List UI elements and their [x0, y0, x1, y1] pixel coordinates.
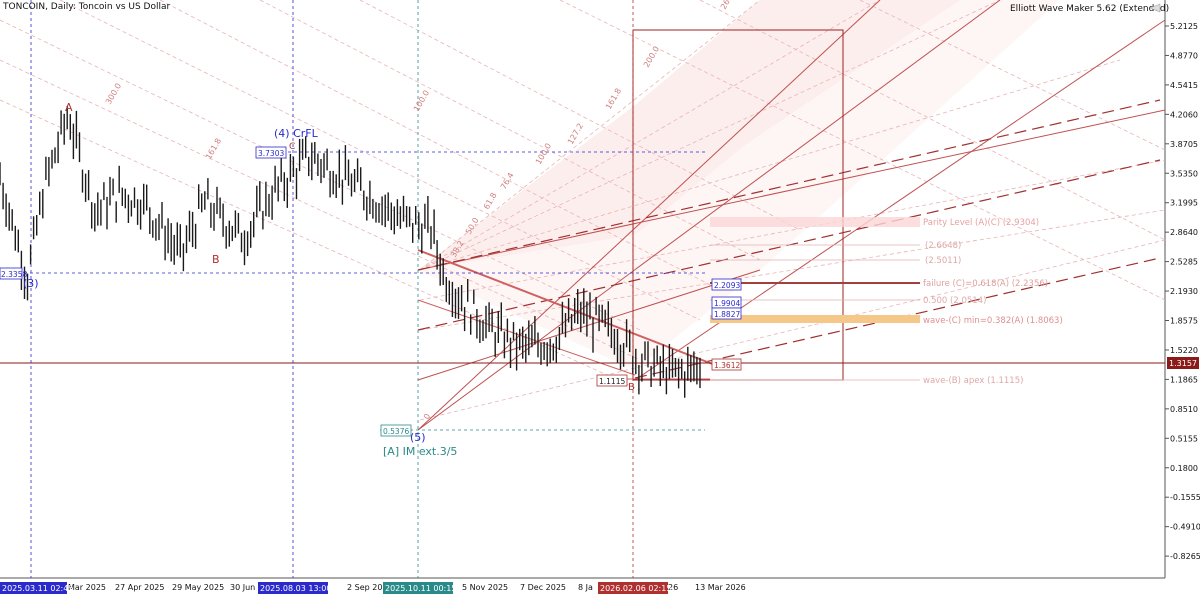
min-band — [710, 315, 920, 323]
svg-text:2.3358: 2.3358 — [1, 270, 27, 279]
level-parity: Parity Level (A)(C) (2.9304) — [923, 218, 1039, 228]
fib-grid — [0, 0, 1166, 421]
wave-label-c: C — [289, 142, 295, 152]
time-label: 8 Ja — [578, 583, 593, 592]
current-price-tag: 1.3157 — [1167, 357, 1199, 369]
price-tick-label: 3.1995 — [1170, 199, 1198, 208]
wave-label-4: (4) CrFL — [274, 127, 319, 140]
fib-label: 0 — [422, 412, 432, 421]
price-tick-label: 0.5155 — [1170, 434, 1198, 443]
level-half: 0.500 (2.0514) — [923, 296, 986, 306]
tag-2-2093: 2.2093 — [711, 278, 742, 291]
time-label: 30 Jun — [230, 583, 255, 592]
price-tick-label: 5.2125 — [1170, 22, 1198, 31]
time-marker-2: 2025.08.03 13:00 — [260, 584, 331, 593]
price-tick-label: 4.2060 — [1170, 110, 1198, 119]
time-label: 5 Nov 2025 — [462, 583, 508, 592]
price-tick-label: 2.5285 — [1170, 258, 1198, 267]
time-label: 29 May 2025 — [172, 583, 224, 592]
price-candles — [0, 106, 701, 398]
channel-fill-upper — [418, 0, 960, 270]
fib-label: 261.8 — [719, 0, 738, 11]
price-tick-label: 1.8575 — [1170, 317, 1198, 326]
wave-label-b: B — [212, 253, 220, 266]
time-label: 27 Apr 2025 — [115, 583, 164, 592]
indicator-hat-icon — [1149, 3, 1161, 13]
tag-1-9904: 1.9904 — [711, 296, 742, 309]
svg-text:0.5376: 0.5376 — [383, 427, 409, 436]
level-apex: wave-(B) apex (1.1115) — [923, 376, 1023, 386]
time-marker-3: 2025.10.11 00:15 — [385, 584, 456, 593]
price-tick-label: 0.8510 — [1170, 405, 1198, 414]
price-tick-label: 4.8770 — [1170, 51, 1198, 60]
wave-label-a-ext: [A] IM ext.3/5 — [383, 445, 457, 458]
time-marker-1: 2025.03.11 02:45 — [2, 584, 73, 593]
svg-text:1.3612: 1.3612 — [714, 361, 740, 370]
wave-label-a: A — [65, 101, 73, 114]
time-label: 7 Dec 2025 — [520, 583, 566, 592]
parity-band — [710, 217, 920, 227]
price-tick-label: 2.8640 — [1170, 228, 1198, 237]
tag-1-3612: 1.3612 — [711, 358, 742, 371]
svg-text:1.1115: 1.1115 — [599, 377, 625, 386]
tag-1-1115: 1.1115 — [596, 374, 628, 387]
time-markers: 2025.03.11 02:45 2025.08.03 13:00 2025.1… — [0, 582, 671, 594]
time-marker-4: 2026.02.06 02:15 — [600, 584, 671, 593]
wave-label-3: (3) — [23, 277, 39, 290]
level-min: wave-(C) min=0.382(A) (1.8063) — [923, 316, 1063, 326]
price-tick-label: 0.1800 — [1170, 464, 1198, 473]
price-tick-label: 4.5415 — [1170, 81, 1198, 90]
price-tick-label: 3.8705 — [1170, 140, 1198, 149]
level-failure: failure (C)=0.618(A) (2.2356) — [923, 279, 1048, 289]
time-label: Mar 2025 — [68, 583, 106, 592]
tag-3-7303: 3.7303 — [255, 146, 287, 159]
price-tick-label: -0.1555 — [1170, 493, 1200, 502]
wave-label-b2: B — [628, 382, 635, 393]
channel-fill-lower — [418, 0, 1060, 370]
svg-text:3.7303: 3.7303 — [258, 149, 284, 158]
level-labels: Parity Level (A)(C) (2.9304) (2.6648) (2… — [923, 218, 1063, 386]
level-2-5011: (2.5011) — [925, 256, 961, 266]
tag-2-3358: 2.3358 — [0, 267, 27, 280]
svg-text:1.3157: 1.3157 — [1169, 359, 1197, 368]
wave-b-trendline — [417, 249, 716, 366]
time-label: 2 Sep 20 — [347, 583, 382, 592]
price-tick-label: 3.5350 — [1170, 169, 1198, 178]
time-label: 26 — [668, 583, 678, 592]
plot-area[interactable] — [0, 0, 1165, 578]
price-tick-label: 1.5220 — [1170, 346, 1198, 355]
level-2-6648: (2.6648) — [925, 241, 961, 251]
svg-text:1.8827: 1.8827 — [714, 310, 740, 319]
price-tick-label: -0.4910 — [1170, 523, 1200, 532]
time-label: 13 Mar 2026 — [695, 583, 746, 592]
price-tick-label: 1.1865 — [1170, 375, 1198, 384]
time-axis: Mar 2025 27 Apr 2025 29 May 2025 30 Jun … — [68, 583, 746, 592]
wave-label-5: (5) — [410, 431, 426, 444]
price-axis: 5.2125 4.8770 4.5415 4.2060 3.8705 3.5350 3.19… — [1165, 22, 1200, 561]
chart-title: TONCOIN, Daily: Toncoin vs US Dollar — [2, 2, 170, 12]
price-tick-label: -0.8265 — [1170, 552, 1200, 561]
indicator-name: Elliott Wave Maker 5.62 (Extended) — [1010, 4, 1169, 14]
tag-0-5376: 0.5376 — [380, 424, 412, 437]
svg-text:2.2093: 2.2093 — [714, 281, 740, 290]
tag-1-8827: 1.8827 — [711, 307, 742, 320]
price-tick-label: 2.1930 — [1170, 287, 1198, 296]
svg-text:1.9904: 1.9904 — [714, 299, 740, 308]
